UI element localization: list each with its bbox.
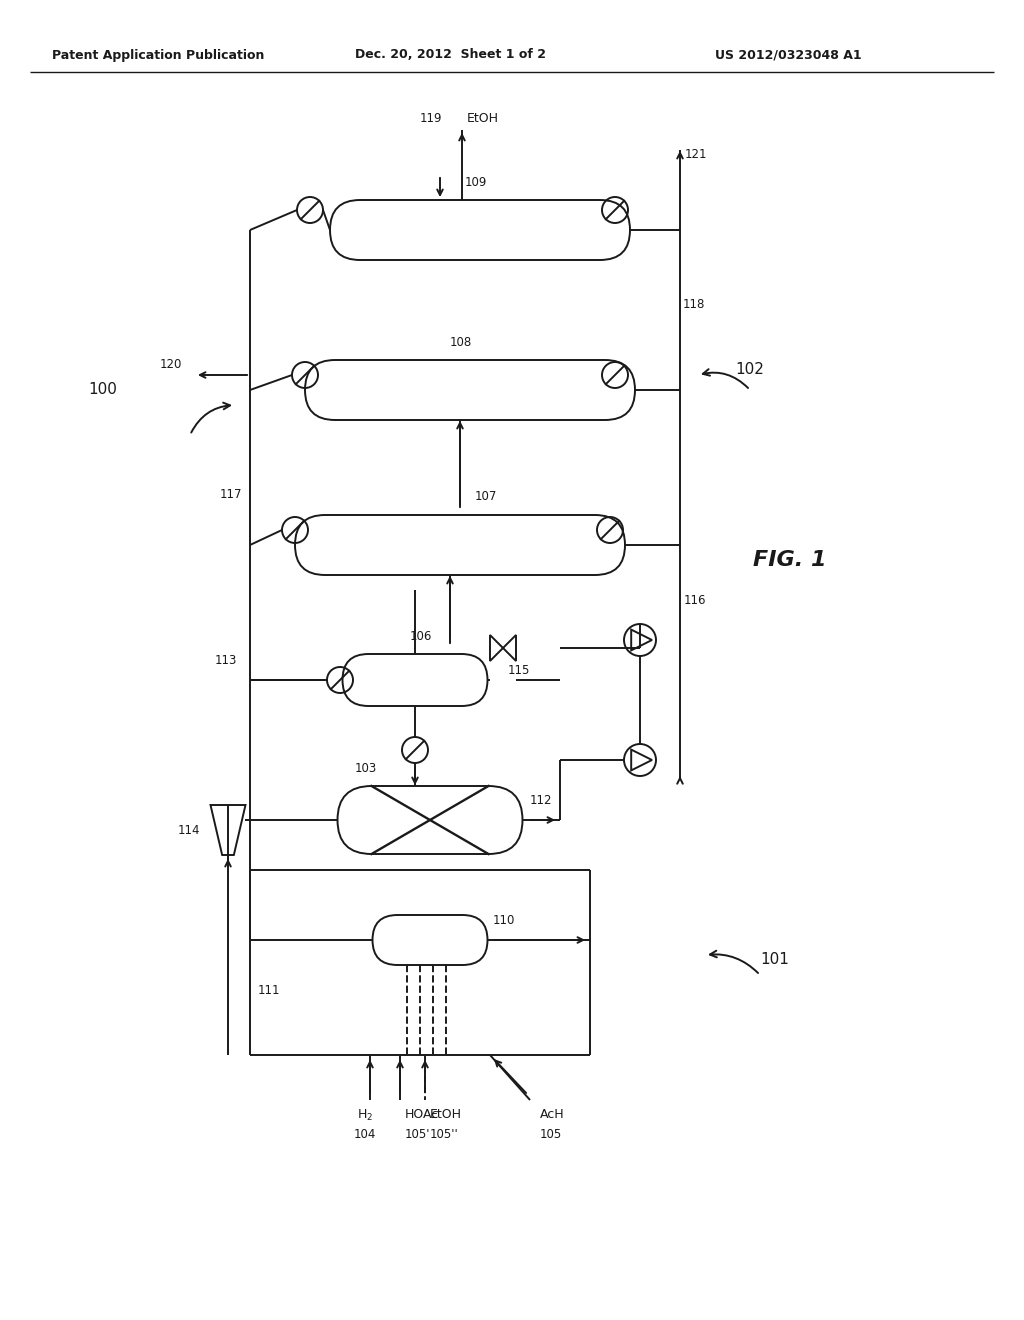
Text: EtOH: EtOH: [467, 111, 499, 124]
FancyBboxPatch shape: [330, 201, 630, 260]
Text: US 2012/0323048 A1: US 2012/0323048 A1: [715, 49, 861, 62]
Text: 120: 120: [160, 359, 182, 371]
Text: AcH: AcH: [540, 1109, 564, 1122]
Text: 111: 111: [258, 983, 281, 997]
Text: 107: 107: [475, 491, 498, 503]
FancyBboxPatch shape: [338, 785, 522, 854]
Text: 102: 102: [735, 363, 764, 378]
Text: 112: 112: [530, 793, 553, 807]
Text: HOAc: HOAc: [406, 1109, 439, 1122]
Text: H$_2$: H$_2$: [357, 1107, 373, 1122]
Text: 121: 121: [685, 149, 708, 161]
Text: EtOH: EtOH: [430, 1109, 462, 1122]
Text: 108: 108: [450, 335, 472, 348]
Text: 105'': 105'': [430, 1129, 459, 1142]
Text: 101: 101: [760, 953, 788, 968]
Text: 109: 109: [465, 176, 487, 189]
Text: 116: 116: [684, 594, 707, 606]
Text: 113: 113: [215, 653, 238, 667]
Text: 105': 105': [406, 1129, 430, 1142]
Text: 114: 114: [178, 824, 201, 837]
Text: 110: 110: [493, 913, 515, 927]
Text: 105: 105: [540, 1129, 562, 1142]
Text: 103: 103: [355, 762, 377, 775]
Text: 115: 115: [508, 664, 530, 676]
Text: Dec. 20, 2012  Sheet 1 of 2: Dec. 20, 2012 Sheet 1 of 2: [355, 49, 546, 62]
Text: 100: 100: [88, 383, 117, 397]
FancyBboxPatch shape: [305, 360, 635, 420]
Text: 118: 118: [683, 298, 706, 312]
Text: 117: 117: [220, 488, 243, 502]
Text: Patent Application Publication: Patent Application Publication: [52, 49, 264, 62]
Text: 104: 104: [354, 1129, 376, 1142]
Text: FIG. 1: FIG. 1: [754, 550, 826, 570]
FancyArrowPatch shape: [710, 950, 758, 973]
FancyArrowPatch shape: [191, 403, 230, 433]
Text: 106: 106: [410, 630, 432, 643]
FancyBboxPatch shape: [342, 653, 487, 706]
FancyBboxPatch shape: [295, 515, 625, 576]
FancyArrowPatch shape: [702, 370, 749, 388]
FancyBboxPatch shape: [373, 915, 487, 965]
Text: 119: 119: [420, 111, 442, 124]
